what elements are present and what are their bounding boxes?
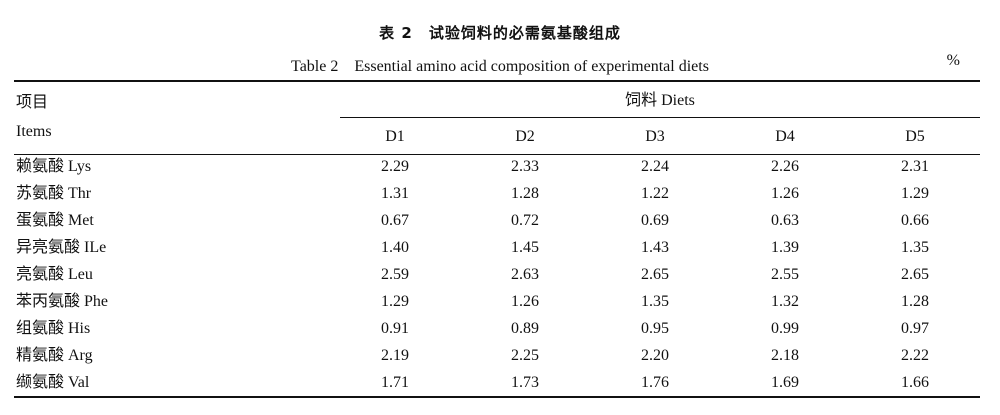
table-cell: 1.28 <box>511 185 539 202</box>
table-cell: 1.26 <box>511 293 539 310</box>
table-cell: 1.39 <box>771 239 799 256</box>
table-cell: 1.26 <box>771 185 799 202</box>
table-cell: 2.24 <box>641 158 669 175</box>
table-cell: 0.99 <box>771 320 799 337</box>
row-label: 苯丙氨酸 Phe <box>16 293 109 310</box>
header-items-en: Items <box>16 123 52 140</box>
table-cell: 2.26 <box>771 158 799 175</box>
table-cell: 2.18 <box>771 347 799 364</box>
table-cell: 0.66 <box>901 212 929 229</box>
header-rule <box>14 154 980 155</box>
table-cell: 1.35 <box>641 293 669 310</box>
table-cell: 1.73 <box>511 374 539 391</box>
row-label: 亮氨酸 Leu <box>16 266 93 283</box>
table-title-en: Table 2 Essential amino acid composition… <box>291 58 709 75</box>
row-label: 异亮氨酸 ILe <box>16 239 107 256</box>
table-cell: 2.29 <box>381 158 409 175</box>
diets-sub-rule <box>340 117 980 118</box>
table-cell: 2.63 <box>511 266 539 283</box>
unit-label: % <box>946 52 960 69</box>
row-label: 精氨酸 Arg <box>16 347 93 364</box>
header-diets-group: 饲料 Diets <box>625 92 695 109</box>
top-rule <box>14 80 980 82</box>
table-cell: 1.29 <box>901 185 929 202</box>
table-cell: 1.69 <box>771 374 799 391</box>
col-head-d5: D5 <box>905 128 925 145</box>
table-cell: 1.66 <box>901 374 929 391</box>
row-label: 缬氨酸 Val <box>16 374 90 391</box>
table-cell: 1.35 <box>901 239 929 256</box>
row-label: 赖氨酸 Lys <box>16 158 92 175</box>
table-cell: 0.72 <box>511 212 539 229</box>
table-cell: 1.22 <box>641 185 669 202</box>
row-label: 苏氨酸 Thr <box>16 185 92 202</box>
table-cell: 1.28 <box>901 293 929 310</box>
table-cell: 2.25 <box>511 347 539 364</box>
table-cell: 1.76 <box>641 374 669 391</box>
table-cell: 2.59 <box>381 266 409 283</box>
table-cell: 1.43 <box>641 239 669 256</box>
table-cell: 0.69 <box>641 212 669 229</box>
table-cell: 1.71 <box>381 374 409 391</box>
table-cell: 2.20 <box>641 347 669 364</box>
col-head-d4: D4 <box>775 128 795 145</box>
table-cell: 1.29 <box>381 293 409 310</box>
col-head-d2: D2 <box>515 128 535 145</box>
table-cell: 0.95 <box>641 320 669 337</box>
table-cell: 1.32 <box>771 293 799 310</box>
table-cell: 2.55 <box>771 266 799 283</box>
bottom-rule <box>14 396 980 398</box>
col-head-d3: D3 <box>645 128 665 145</box>
table-cell: 2.65 <box>641 266 669 283</box>
header-items-cn: 项目 <box>16 94 49 111</box>
table-title-cn: 表 2 试验饲料的必需氨基酸组成 <box>379 24 621 42</box>
row-label: 蛋氨酸 Met <box>16 212 94 229</box>
table-cell: 0.67 <box>381 212 409 229</box>
table-cell: 2.19 <box>381 347 409 364</box>
table-cell: 2.31 <box>901 158 929 175</box>
table-cell: 0.97 <box>901 320 929 337</box>
table-cell: 2.33 <box>511 158 539 175</box>
table-cell: 2.22 <box>901 347 929 364</box>
table-cell: 1.45 <box>511 239 539 256</box>
table-cell: 1.40 <box>381 239 409 256</box>
table-cell: 0.89 <box>511 320 539 337</box>
table-cell: 2.65 <box>901 266 929 283</box>
table-cell: 0.63 <box>771 212 799 229</box>
table-cell: 1.31 <box>381 185 409 202</box>
col-head-d1: D1 <box>385 128 405 145</box>
row-label: 组氨酸 His <box>16 320 91 337</box>
table-cell: 0.91 <box>381 320 409 337</box>
